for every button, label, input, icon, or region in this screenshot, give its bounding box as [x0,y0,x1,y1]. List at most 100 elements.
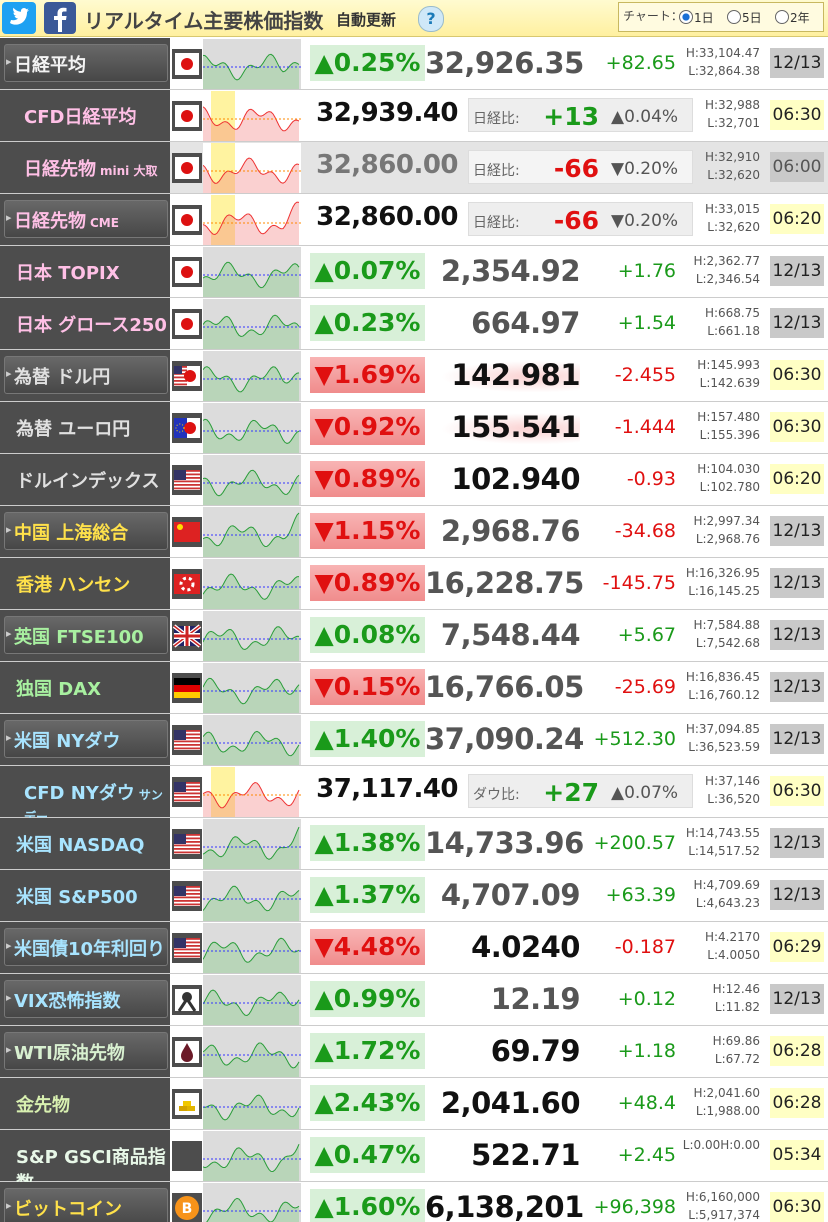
row[interactable]: ▸ VIX恐怖指数 ▲0.99% 12.19 +0.12 H:12.46 L:11.82 12… [0,974,828,1026]
help-button[interactable]: ? [418,6,444,32]
high: H:668.75 [704,306,760,320]
row[interactable]: ▸ 米国 NYダウ ▲1.40% 37,090.24 +512.30 H:37,094.8… [0,714,828,766]
change-percent: ▲0.08% [310,617,425,653]
change-percent: ▼0.15% [310,669,425,705]
mini-chart[interactable] [202,1131,301,1185]
row-name: 為替 ドル円 [14,363,110,389]
mini-chart[interactable] [202,403,301,457]
mini-chart[interactable] [202,507,301,561]
radio[interactable] [727,10,741,24]
ref-diff: +27 [543,778,599,807]
expand-button[interactable] [4,1032,168,1070]
svg-text:B: B [182,1201,193,1217]
row[interactable]: ▸ 為替 ドル円 ▼1.69% 142.981 -2.455 H:145.993 L:142… [0,350,828,402]
row[interactable]: ▸ 英国 FTSE100 ▲0.08% 7,548.44 +5.67 H:7,584.88… [0,610,828,662]
chart-options: チャート： 1日 5日 2年 [618,2,824,32]
low: L:11.82 [714,1000,760,1014]
mini-chart[interactable] [202,1079,301,1133]
option-label[interactable]: 2年 [790,11,810,25]
flag [172,1141,202,1171]
high: H:33,104.47 [685,46,760,60]
mini-chart[interactable] [202,143,301,197]
low: L:1,988.00 [695,1104,760,1118]
time: 12/13 [770,256,824,286]
row-name: 金先物 [16,1091,70,1117]
mini-chart[interactable] [202,39,301,93]
change-percent: ▲0.25% [310,45,425,81]
auto-update[interactable]: 自動更新 [336,11,397,29]
expand-button[interactable] [4,200,168,238]
mini-chart[interactable] [202,663,301,717]
mini-chart[interactable] [202,455,301,509]
high: H:32,910 [704,150,760,164]
ref-box: ダウ比: +27 ▲0.07% [468,774,693,808]
ref-box: 日経比: -66 ▼0.20% [468,202,693,236]
expand-button[interactable] [4,928,168,966]
price: 102.940 [451,462,580,496]
row[interactable]: ▸ 日経先物 CME 32,860.00 日経比: -66 ▼0.20% H:33,015 L:… [0,194,828,246]
flag [172,985,202,1015]
row[interactable]: ▸ 米国債10年利回り ▼4.48% 4.0240 -0.187 H:4.2170 L:4.… [0,922,828,974]
price: 2,041.60 [440,1086,581,1120]
mini-chart[interactable] [202,871,301,925]
name-cell: ドルインデックス [0,454,170,505]
row[interactable]: ▸ ビットコイン B ▲1.60% 6,138,201 +96,398 H:6,160,00… [0,1182,828,1222]
name-cell: 米国 S&P500 [0,870,170,921]
name-text: 為替 ドル円 [14,367,111,388]
time: 12/13 [770,724,824,754]
mini-chart[interactable] [202,559,301,613]
name-text: 日本 グロース250 [16,315,167,336]
mini-chart[interactable] [202,247,301,301]
facebook-icon[interactable] [44,2,76,34]
expand-button[interactable] [4,1188,168,1222]
price: 12.19 [490,982,581,1016]
mini-chart[interactable] [202,975,301,1029]
mini-chart[interactable] [202,923,301,977]
high: H:2,997.34 [693,514,760,528]
option-label[interactable]: 5日 [742,11,762,25]
price: 7,548.44 [440,618,581,652]
mini-chart[interactable] [202,767,301,821]
mini-chart[interactable] [202,715,301,769]
name-text: ビットコイン [14,1199,122,1220]
mini-chart[interactable] [202,611,301,665]
low: L:32,864.38 [688,64,760,78]
expand-button[interactable] [4,616,168,654]
name-text: 米国債10年利回り [14,939,166,960]
mini-chart[interactable] [202,1027,301,1081]
row[interactable]: ▸ WTI原油先物 ▲1.72% 69.79 +1.18 H:69.86 L:67.72 06… [0,1026,828,1078]
option-label[interactable]: 1日 [694,11,714,25]
flag [172,309,202,339]
mini-chart[interactable] [202,299,301,353]
radio[interactable] [679,10,693,24]
radio[interactable] [775,10,789,24]
price: 522.71 [471,1138,580,1172]
expand-button[interactable] [4,980,168,1018]
row[interactable]: ▸ 日経平均 ▲0.25% 32,926.35 +82.65 H:33,104.47 L:3… [0,38,828,90]
mini-chart[interactable] [202,819,301,873]
change-percent: ▼0.92% [310,409,425,445]
name-cell: ▸ 中国 上海総合 [0,506,170,557]
mini-chart[interactable] [202,351,301,405]
mini-chart[interactable] [202,91,301,145]
row-name: ドルインデックス [16,467,159,493]
row-name: 独国 DAX [16,675,101,701]
low: L:32,701 [707,116,760,130]
flag [172,621,202,651]
change: +512.30 [593,728,676,750]
ref-pct: ▲0.04% [611,107,679,127]
flag [172,205,202,235]
ref-pct: ▼0.20% [611,211,679,231]
twitter-icon[interactable] [2,2,36,34]
expand-button[interactable] [4,512,168,550]
time: 06:29 [770,932,824,962]
expand-button[interactable] [4,720,168,758]
expand-button[interactable] [4,356,168,394]
expand-button[interactable] [4,44,168,82]
row[interactable]: ▸ 中国 上海総合 ▼1.15% 2,968.76 -34.68 H:2,997.34 L:… [0,506,828,558]
row-name: 日本 グロース250 [16,311,167,337]
row: 日経先物 mini 大取 32,860.00 日経比: -66 ▼0.20% H:32,91… [0,142,828,194]
mini-chart[interactable] [203,1183,301,1222]
mini-chart[interactable] [202,195,301,249]
row-name: 米国 NASDAQ [16,831,144,857]
